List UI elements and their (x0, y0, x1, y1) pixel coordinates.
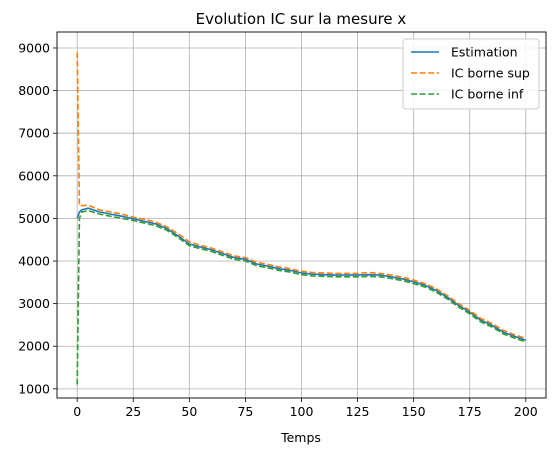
legend-box (402, 38, 540, 110)
x-tick-label: 125 (346, 404, 370, 419)
y-tick-label: 7000 (18, 126, 50, 141)
legend-label: Estimation (451, 45, 518, 60)
x-tick-label: 100 (290, 404, 314, 419)
y-tick-label: 9000 (18, 40, 50, 55)
x-axis: 0 25 50 75 100 125 150 175 200 (73, 398, 538, 419)
x-tick-label: 175 (458, 404, 482, 419)
series-layer (76, 52, 527, 385)
series-line-ic-borne-inf (76, 209, 527, 385)
y-tick-label: 6000 (18, 168, 50, 183)
x-tick-label: 200 (514, 404, 538, 419)
y-axis: 1000 2000 3000 4000 5000 6000 7000 8000 9000 (18, 40, 57, 396)
legend-label: IC borne sup (451, 66, 530, 81)
y-tick-label: 8000 (18, 83, 50, 98)
y-tick-label: 4000 (18, 254, 50, 269)
x-tick-label: 0 (73, 404, 81, 419)
legend: Estimation IC borne sup IC borne inf (402, 38, 540, 110)
y-tick-label: 2000 (18, 339, 50, 354)
series-line-ic-borne-sup (76, 52, 527, 340)
series-line-estimation (76, 207, 527, 342)
chart-title: Evolution IC sur la mesure x (196, 10, 407, 28)
x-tick-label: 50 (181, 404, 197, 419)
y-tick-label: 3000 (18, 296, 50, 311)
x-tick-label: 75 (237, 404, 253, 419)
x-tick-label: 25 (125, 404, 141, 419)
y-tick-label: 1000 (18, 381, 50, 396)
x-tick-label: 150 (402, 404, 426, 419)
y-tick-label: 5000 (18, 211, 50, 226)
x-axis-label: Temps (280, 430, 321, 445)
legend-label: IC borne inf (451, 87, 524, 102)
